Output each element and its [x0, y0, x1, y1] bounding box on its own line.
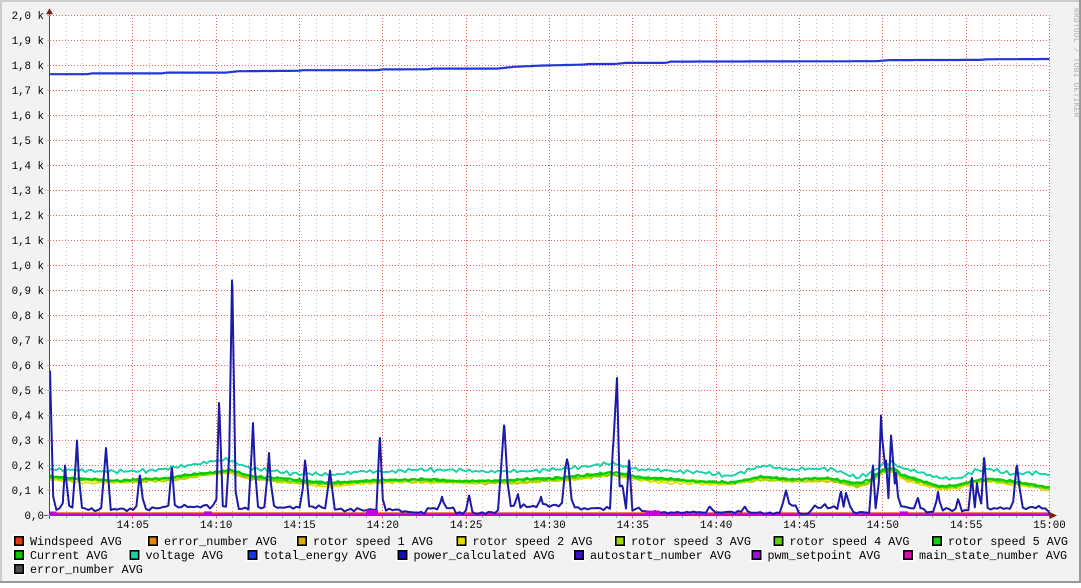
svg-text:14:25: 14:25	[450, 520, 482, 532]
svg-text:voltage AVG: voltage AVG	[146, 549, 224, 563]
svg-text:0,7 k: 0,7 k	[12, 336, 44, 348]
svg-text:total_energy AVG: total_energy AVG	[264, 549, 377, 563]
svg-text:1,5 k: 1,5 k	[12, 136, 44, 148]
svg-text:0,6 k: 0,6 k	[12, 361, 44, 373]
svg-text:0,4 k: 0,4 k	[12, 411, 44, 423]
svg-text:0,8 k: 0,8 k	[12, 311, 44, 323]
svg-text:main_state_number AVG: main_state_number AVG	[919, 549, 1067, 563]
svg-text:autostart_number AVG: autostart_number AVG	[590, 549, 731, 563]
svg-text:error_number AVG: error_number AVG	[30, 563, 143, 577]
svg-text:error_number AVG: error_number AVG	[164, 535, 277, 549]
svg-text:14:05: 14:05	[117, 520, 149, 532]
svg-text:Windspeed AVG: Windspeed AVG	[30, 535, 122, 549]
svg-text:14:45: 14:45	[783, 520, 815, 532]
svg-text:14:10: 14:10	[200, 520, 232, 532]
svg-text:0,0: 0,0	[25, 511, 44, 523]
svg-text:1,7 k: 1,7 k	[12, 86, 44, 98]
svg-text:14:50: 14:50	[867, 520, 899, 532]
svg-text:0,9 k: 0,9 k	[12, 286, 44, 298]
svg-text:0,2 k: 0,2 k	[12, 461, 44, 473]
svg-text:rotor speed 4 AVG: rotor speed 4 AVG	[790, 535, 910, 549]
svg-text:14:15: 14:15	[283, 520, 315, 532]
svg-text:14:30: 14:30	[533, 520, 565, 532]
svg-text:RRDTOOL / TOBI OETIKER: RRDTOOL / TOBI OETIKER	[1071, 8, 1079, 118]
svg-text:rotor speed 1 AVG: rotor speed 1 AVG	[313, 535, 433, 549]
svg-text:14:35: 14:35	[617, 520, 649, 532]
svg-text:1,2 k: 1,2 k	[12, 211, 44, 223]
svg-text:rotor speed 2 AVG: rotor speed 2 AVG	[473, 535, 593, 549]
svg-text:rotor speed 5 AVG: rotor speed 5 AVG	[948, 535, 1068, 549]
svg-text:15:00: 15:00	[1033, 520, 1065, 532]
svg-text:14:40: 14:40	[700, 520, 732, 532]
svg-text:1,8 k: 1,8 k	[12, 61, 44, 73]
svg-text:Current AVG: Current AVG	[30, 549, 108, 563]
svg-text:pwm_setpoint AVG: pwm_setpoint AVG	[768, 549, 881, 563]
svg-text:power_calculated AVG: power_calculated AVG	[414, 549, 555, 563]
svg-text:14:20: 14:20	[367, 520, 399, 532]
svg-text:1,4 k: 1,4 k	[12, 161, 44, 173]
svg-text:2,0 k: 2,0 k	[12, 11, 44, 23]
svg-text:0,5 k: 0,5 k	[12, 386, 44, 398]
svg-text:1,6 k: 1,6 k	[12, 111, 44, 123]
svg-text:14:55: 14:55	[950, 520, 982, 532]
svg-text:1,3 k: 1,3 k	[12, 186, 44, 198]
svg-text:rotor speed 3 AVG: rotor speed 3 AVG	[631, 535, 751, 549]
svg-text:0,1 k: 0,1 k	[12, 486, 44, 498]
svg-text:1,9 k: 1,9 k	[12, 36, 44, 48]
svg-text:1,0 k: 1,0 k	[12, 261, 44, 273]
svg-text:1,1 k: 1,1 k	[12, 236, 44, 248]
svg-text:0,3 k: 0,3 k	[12, 436, 44, 448]
